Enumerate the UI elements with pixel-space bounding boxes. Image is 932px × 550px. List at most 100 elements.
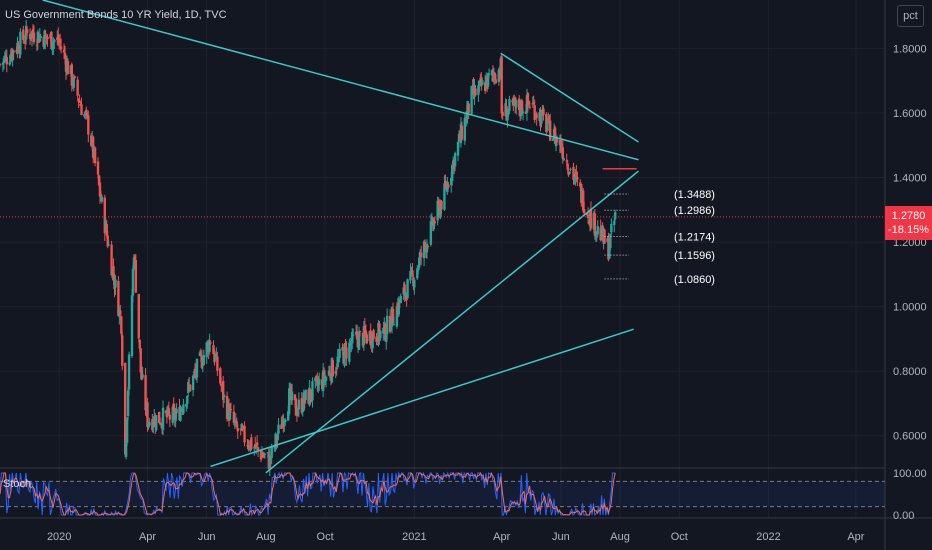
candle-body (540, 110, 543, 124)
candle-body (406, 279, 409, 299)
candle-body (131, 268, 135, 296)
candle-body (250, 437, 253, 450)
candle-body (167, 408, 171, 414)
candle-body (559, 139, 563, 150)
candle (331, 357, 335, 377)
candle (545, 112, 548, 136)
candle-body (389, 328, 393, 331)
candle (425, 239, 429, 259)
candle-body (343, 344, 346, 366)
price-axis-label: 1.4000 (893, 173, 927, 185)
candle (453, 151, 457, 172)
candle-body (107, 244, 110, 246)
candle (53, 38, 56, 50)
candle (406, 278, 409, 299)
candle (0, 63, 2, 67)
candle-body (593, 213, 597, 236)
candle (168, 412, 172, 428)
candle-body (608, 246, 611, 259)
price-level-label: (1.3488) (674, 189, 715, 201)
candle-body (126, 390, 130, 416)
candle-body (433, 221, 436, 224)
candle-body (52, 41, 55, 48)
candle-body (62, 49, 66, 53)
stochastic-pane[interactable]: 100.00 0.00 (0, 468, 927, 522)
candle (247, 439, 250, 452)
candle (43, 29, 46, 50)
candle-body (609, 233, 612, 249)
candle (269, 458, 272, 468)
unit-button[interactable]: pct (897, 5, 924, 27)
candle-body (456, 142, 460, 156)
candle-body (317, 382, 320, 388)
candle (397, 296, 401, 317)
time-axis[interactable]: 2020 Apr Jun Aug Oct 2021 Apr Jun Aug Oct 2022 Apr (47, 531, 865, 543)
price-level-label: (1.2174) (674, 231, 715, 243)
candle-body (87, 115, 90, 135)
candle (148, 417, 151, 428)
candle-body (157, 411, 161, 423)
candle-body (375, 336, 378, 342)
candle-body (345, 347, 348, 359)
price-levels[interactable]: (1.3488) (1.2986) (1.2174) (1.1596) (1.0860) (604, 189, 715, 286)
candle (569, 167, 572, 172)
candle-body (117, 280, 120, 317)
candle-body (262, 455, 266, 457)
trend-lines[interactable] (42, 0, 639, 474)
candle-body (38, 34, 41, 41)
candle-body (23, 41, 26, 43)
candle (221, 375, 225, 408)
candle-body (283, 420, 286, 425)
candle-body (119, 310, 122, 315)
candle-body (191, 375, 195, 391)
candle (236, 424, 239, 439)
candle-body (139, 348, 142, 373)
candle (526, 92, 530, 112)
candle-body (589, 209, 593, 229)
candle (161, 400, 165, 436)
candle (535, 111, 538, 126)
candle-body (465, 111, 468, 124)
candle (187, 378, 190, 398)
candle (23, 35, 26, 45)
candle (533, 99, 536, 124)
candle (432, 217, 435, 232)
candle (191, 374, 195, 397)
candle (521, 108, 525, 121)
price-axis[interactable]: 1.8000 1.6000 1.4000 1.2000 1.0000 0.8000 0.60… (893, 43, 927, 442)
candle-body (528, 106, 532, 108)
candle (562, 157, 565, 161)
candle-body (322, 370, 326, 381)
candles[interactable] (0, 19, 617, 476)
candle-body (548, 116, 551, 119)
candle-body (500, 56, 503, 114)
candle (582, 188, 585, 214)
candle (121, 331, 124, 371)
candle-body (220, 384, 223, 387)
candle-body (144, 375, 147, 411)
time-axis-label: Apr (493, 531, 510, 543)
candle (411, 263, 414, 278)
candle-body (269, 458, 272, 460)
candle (399, 293, 402, 304)
candle (57, 27, 60, 46)
candle (5, 49, 8, 73)
candle-body (105, 223, 108, 236)
candle (232, 404, 236, 426)
candle (186, 395, 189, 409)
last-price-change: -18.15% (888, 224, 929, 236)
price-axis-label: 1.8000 (893, 43, 927, 55)
candle (112, 258, 115, 285)
trend-line (210, 328, 634, 468)
candle (481, 77, 484, 85)
candle-body (351, 332, 354, 344)
candle (297, 392, 301, 418)
indicator-label[interactable]: Stoch (3, 478, 32, 490)
candle (277, 418, 280, 440)
candle (17, 41, 20, 54)
candle-body (58, 38, 62, 44)
candle (433, 216, 436, 226)
candle (216, 351, 219, 377)
